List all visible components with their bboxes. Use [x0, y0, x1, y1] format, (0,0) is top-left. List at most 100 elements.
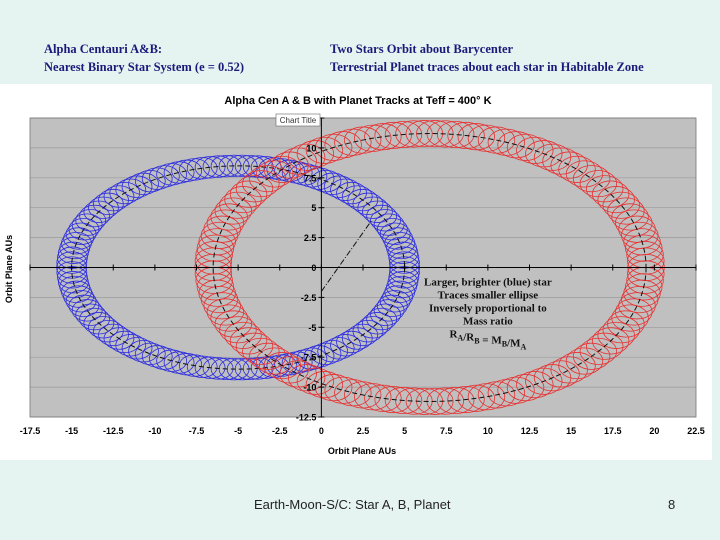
planet-loop-point	[219, 191, 257, 219]
planet-loop-point	[296, 165, 328, 188]
planet-loop-point	[382, 227, 414, 250]
planet-loop-point	[341, 185, 373, 208]
planet-loop-point	[305, 371, 344, 399]
planet-loop-point	[103, 185, 135, 208]
planet-loop-point	[287, 364, 326, 392]
planet-loop-point	[88, 196, 119, 219]
planet-loop-point	[156, 163, 188, 186]
planet-loop-point	[572, 165, 611, 193]
planet-loop-point	[310, 169, 342, 193]
y-tick-label: -7.5	[301, 353, 317, 363]
x-tick-label: -5	[234, 426, 242, 436]
planet-loop-point	[370, 209, 401, 232]
planet-loop-point	[235, 175, 274, 203]
planet-loop-point	[506, 374, 545, 402]
formula-part: /R	[462, 331, 475, 343]
planet-loop-point	[436, 120, 475, 149]
planet-loop-point	[533, 143, 572, 171]
planet-loop-point	[226, 154, 258, 178]
planet-loop-point	[79, 307, 110, 331]
annotation-formula: RA/RB = MB/MA	[449, 328, 526, 351]
planet-loop-point	[219, 316, 257, 344]
planet-loop-point	[579, 170, 618, 198]
planet-loop-point	[591, 327, 630, 355]
header-left-line1: Alpha Centauri A&B:	[44, 42, 163, 56]
planet-loop-point	[65, 222, 97, 245]
planet-loop-point	[234, 154, 266, 178]
planet-loop-point	[296, 367, 335, 395]
planet-loop-point	[206, 209, 245, 237]
planet-loop-point	[382, 285, 414, 308]
planet-loop-point	[525, 367, 563, 395]
planet-loop-point	[542, 147, 580, 175]
planet-loop-point	[366, 307, 398, 331]
formula-subscript: A	[457, 333, 463, 342]
planet-loop-point	[323, 337, 355, 360]
planet-loop-point	[336, 181, 367, 205]
planet-loop-point	[341, 327, 373, 350]
planet-loop-point	[373, 213, 405, 236]
header-right-line1: Two Stars Orbit about Barycenter	[330, 42, 514, 56]
planet-loop-point	[214, 197, 253, 225]
y-tick-label: 5	[311, 203, 316, 213]
planet-loop-point	[572, 342, 611, 370]
planet-loop-point	[615, 298, 653, 326]
planet-loop-point	[210, 203, 248, 231]
planet-loop-point	[200, 286, 239, 314]
planet-loop-point	[525, 140, 563, 168]
planet-loop-point	[550, 356, 588, 384]
planet-loop-point	[289, 349, 321, 372]
planet-loop-point	[487, 379, 526, 407]
annotation-line: Larger, brighter (blue) star	[424, 276, 552, 288]
planet-loop-point	[416, 120, 454, 148]
planet-loop-point	[447, 121, 485, 150]
planet-loop-point	[618, 215, 656, 243]
planet-loop-point	[148, 347, 180, 370]
planet-loop-point	[384, 386, 423, 415]
planet-loop-point	[324, 131, 362, 159]
planet-loop-point	[206, 298, 245, 326]
planet-loop-point	[163, 161, 195, 184]
planet-loop-point	[389, 251, 420, 274]
y-tick-label: 10	[306, 143, 316, 153]
y-tick-label: -5	[308, 323, 316, 333]
planet-loop-point	[57, 266, 88, 289]
formula-subscript: B	[502, 339, 508, 348]
planet-loop-point	[242, 337, 280, 365]
formula-part: R	[449, 328, 458, 340]
planet-loop-point	[384, 120, 423, 149]
formula-part: = M	[480, 334, 503, 346]
y-tick-label: 2.5	[304, 233, 317, 243]
planet-loop-point	[296, 347, 328, 370]
planet-loop-point	[83, 200, 115, 223]
planet-loop-point	[506, 133, 545, 161]
planet-loop-point	[436, 386, 475, 415]
planet-loop-point	[121, 175, 153, 198]
planet-loop-point	[387, 271, 419, 294]
planet-loop-point	[229, 327, 268, 355]
footer-text: Earth-Moon-S/C: Star A, B, Planet	[254, 497, 451, 512]
planet-loop-point	[625, 273, 663, 301]
planet-loop-point	[210, 304, 248, 332]
planet-loop-point	[516, 136, 554, 164]
x-tick-label: -12.5	[103, 426, 124, 436]
planet-loop-point	[611, 203, 649, 231]
planet-loop-point	[109, 330, 141, 354]
planet-loop-point	[250, 156, 282, 179]
planet-loop-point	[602, 191, 640, 219]
planet-loop-point	[357, 316, 389, 339]
annotation-line: Traces smaller ellipse	[438, 289, 539, 301]
planet-loop-point	[330, 178, 361, 201]
planet-loop-point	[379, 290, 411, 313]
planet-loop-point	[255, 160, 294, 188]
planet-loop-point	[271, 151, 309, 179]
planet-loop-point	[115, 334, 147, 357]
x-tick-label: 12.5	[521, 426, 539, 436]
x-tick-label: -2.5	[272, 426, 288, 436]
planet-loop-point	[202, 357, 234, 380]
planet-loop-point	[203, 292, 241, 320]
planet-loop-point	[279, 360, 317, 388]
y-tick-label: -12.5	[296, 413, 317, 423]
planet-loop-point	[103, 327, 135, 350]
planet-loop-point	[194, 156, 226, 179]
